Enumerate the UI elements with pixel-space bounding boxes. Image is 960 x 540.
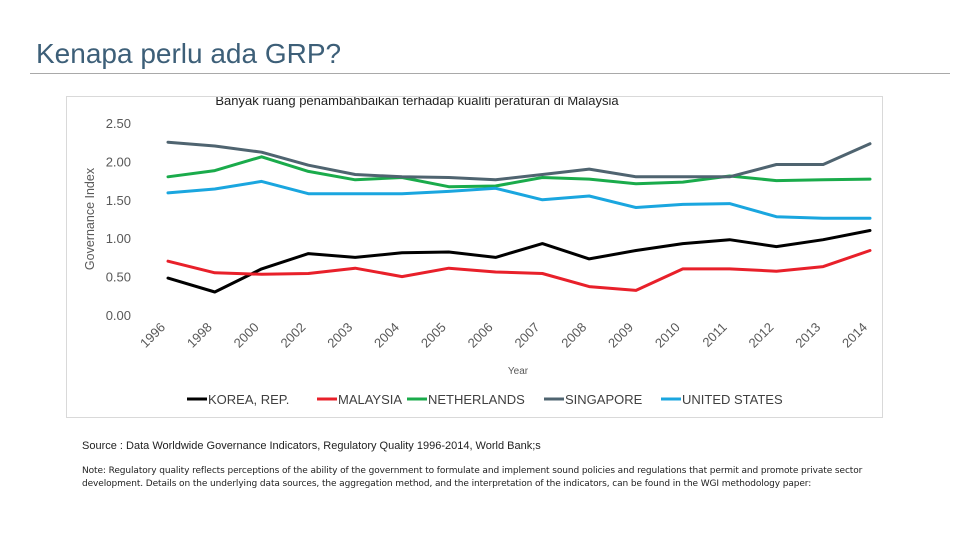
- series-line-singapore: [166, 140, 872, 182]
- x-tick-label: 1996: [137, 320, 168, 351]
- x-tick-label: 1998: [184, 320, 215, 351]
- legend-label: UNITED STATES: [682, 392, 783, 407]
- x-tick-label: 2014: [839, 320, 870, 351]
- legend-label: NETHERLANDS: [428, 392, 525, 407]
- legend-label: MALAYSIA: [338, 392, 402, 407]
- x-tick-label: 2012: [745, 320, 776, 351]
- chart-title: Banyak ruang penambahbaikan terhadap kua…: [215, 97, 619, 108]
- y-tick-label: 0.50: [106, 270, 131, 285]
- y-tick-label: 0.00: [106, 308, 131, 323]
- y-tick-label: 1.50: [106, 193, 131, 208]
- x-tick-label: 2013: [792, 320, 823, 351]
- line-chart: Banyak ruang penambahbaikan terhadap kua…: [83, 97, 872, 407]
- x-tick-label: 2003: [324, 320, 355, 351]
- x-tick-label: 2006: [465, 320, 496, 351]
- x-axis-label: Year: [508, 366, 529, 377]
- x-tick-label: 2008: [558, 320, 589, 351]
- x-tick-label: 2010: [652, 320, 683, 351]
- source-citation: Source : Data Worldwide Governance Indic…: [82, 440, 541, 452]
- y-tick-label: 2.00: [106, 154, 131, 169]
- title-divider: [30, 73, 950, 74]
- series-line-malaysia: [166, 249, 872, 292]
- chart-frame: Banyak ruang penambahbaikan terhadap kua…: [66, 96, 883, 418]
- x-tick-label: 2005: [418, 320, 449, 351]
- series-line-netherlands: [166, 155, 872, 189]
- x-tick-label: 2004: [371, 320, 402, 351]
- x-tick-label: 2000: [231, 320, 262, 351]
- series-line-korea-rep: [166, 229, 872, 294]
- legend-label: SINGAPORE: [565, 392, 643, 407]
- legend-label: KOREA, REP.: [208, 392, 289, 407]
- y-tick-label: 1.00: [106, 231, 131, 246]
- x-tick-label: 2002: [277, 320, 308, 351]
- series-line-united-states: [166, 179, 872, 220]
- x-tick-label: 2009: [605, 320, 636, 351]
- y-axis-label: Governance Index: [83, 167, 97, 270]
- y-tick-label: 2.50: [106, 116, 131, 131]
- page-title: Kenapa perlu ada GRP?: [36, 38, 342, 69]
- x-tick-label: 2011: [699, 320, 729, 350]
- methodology-note: Note: Regulatory quality reflects percep…: [82, 466, 863, 489]
- x-tick-label: 2007: [511, 320, 542, 351]
